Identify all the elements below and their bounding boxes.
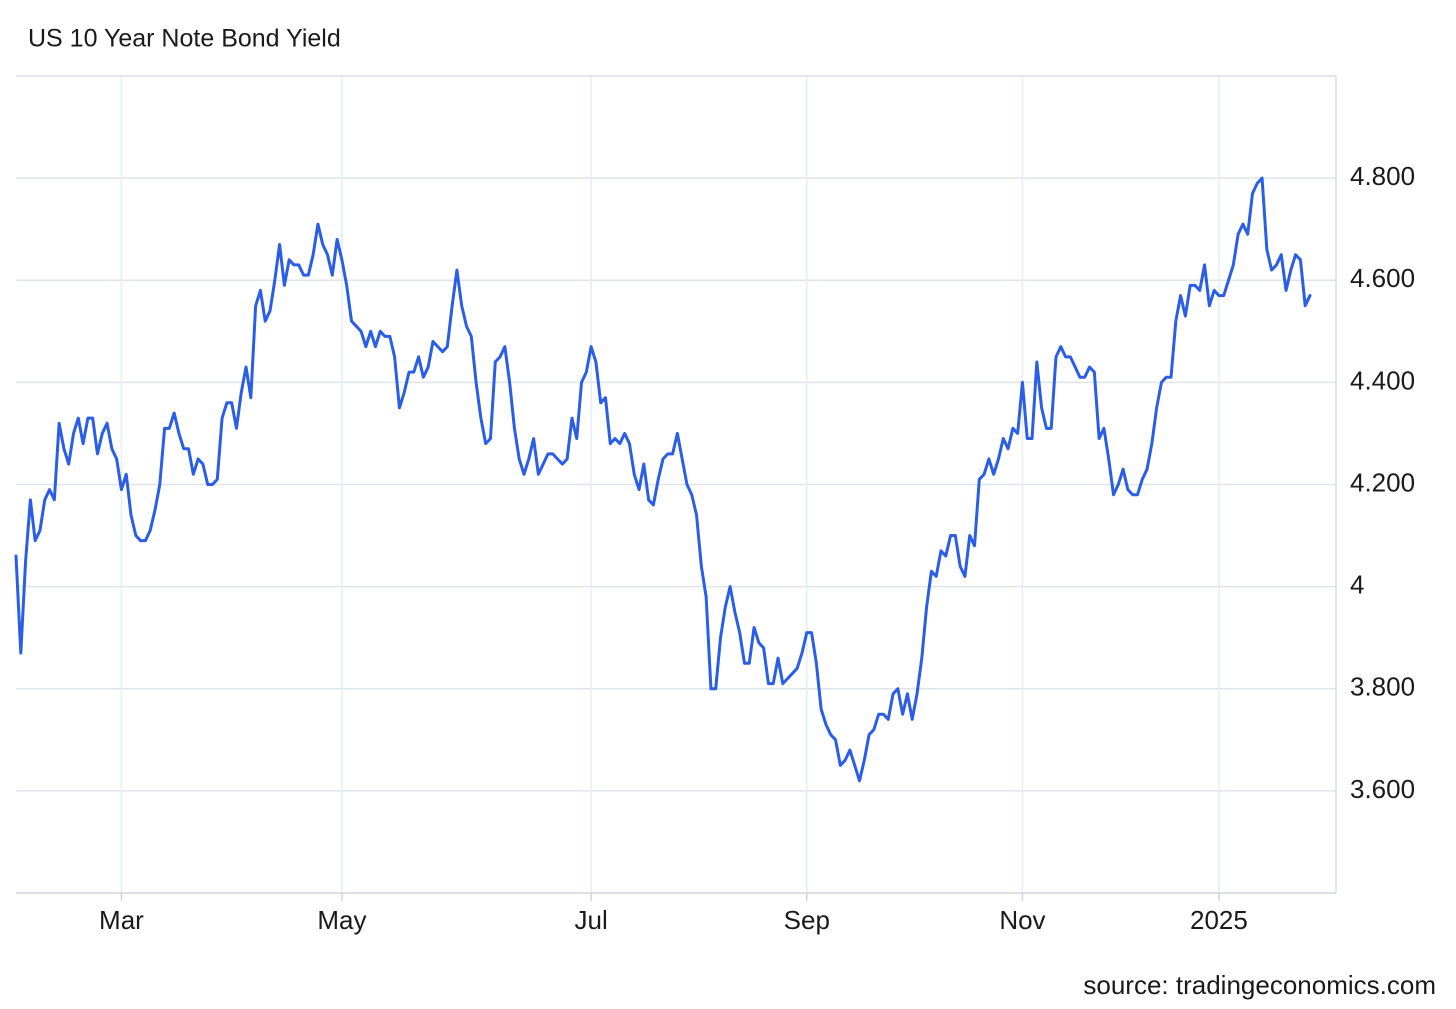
x-tick-label: Jul [574,905,607,935]
source-note: source: tradingeconomics.com [1083,970,1436,1000]
plot-frame [16,75,1337,894]
y-tick-label: 4.200 [1350,467,1415,497]
x-tick-label: Sep [784,905,830,935]
x-tick-label: Nov [999,905,1045,935]
y-tick-label: 3.800 [1350,672,1415,702]
x-tick-label: May [317,905,366,935]
chart-title: US 10 Year Note Bond Yield [28,25,341,53]
x-tick-label: 2025 [1190,905,1248,935]
x-tick-label: Mar [99,905,144,935]
y-tick-label: 4 [1350,570,1364,600]
y-tick-label: 4.400 [1350,365,1415,395]
y-tick-label: 3.600 [1350,774,1415,804]
y-tick-label: 4.600 [1350,263,1415,293]
y-tick-label: 4.800 [1350,161,1415,191]
yield-line [14,176,1312,783]
